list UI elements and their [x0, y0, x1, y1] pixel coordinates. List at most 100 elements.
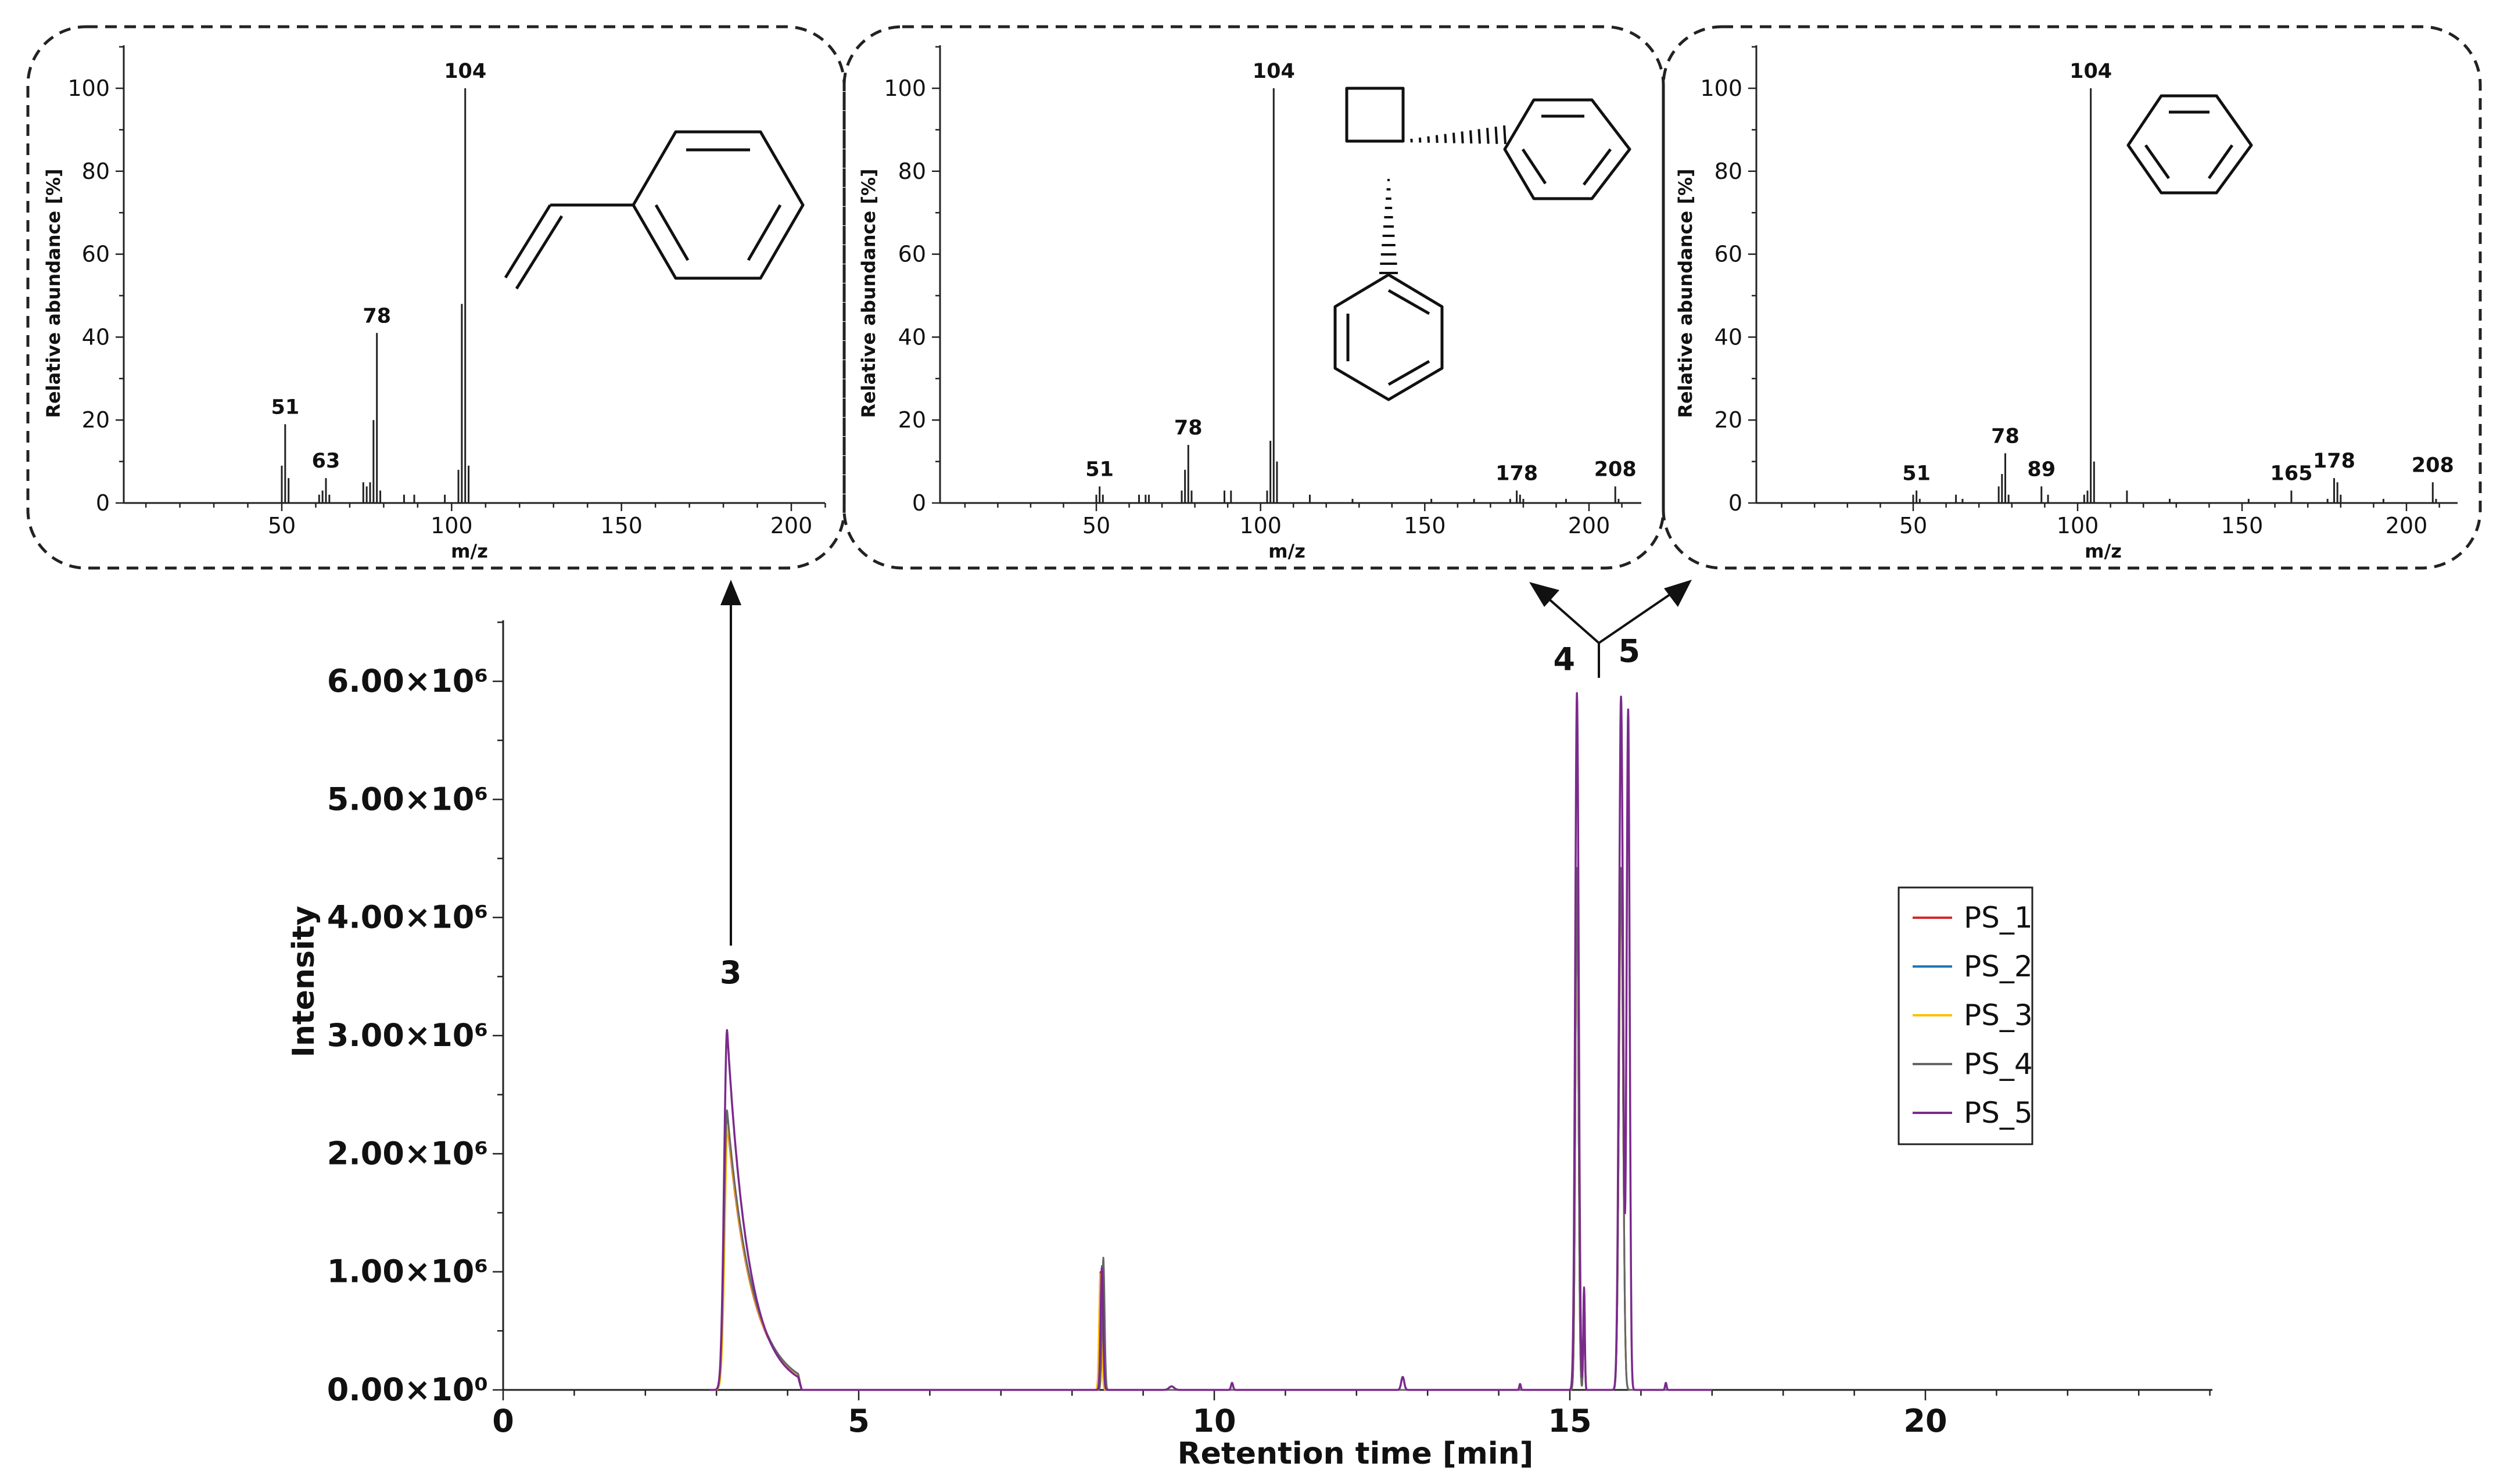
panel-3-frame — [1662, 25, 2482, 570]
ms-y-tick-label: 40 — [1715, 324, 1742, 350]
peak-number-5: 5 — [1618, 633, 1640, 669]
ms-y-tick-label: 100 — [1700, 76, 1742, 101]
ms-peak-label: 89 — [2027, 458, 2056, 481]
ms-x-tick-label: 200 — [1568, 513, 1611, 538]
ms-x-tick-label: 100 — [2057, 513, 2099, 538]
chromatogram: 0 5 10 15 20 0.00×10⁰ 1.00×10⁶ 2.00×10⁶ 3.00×10⁶… — [286, 620, 2212, 1471]
ms3-x-axis-label: m/z — [2085, 540, 2122, 562]
chrom-x-tick-label: 5 — [848, 1403, 870, 1439]
series-PS_3-line — [708, 874, 1713, 1391]
ms-peak-label: 104 — [444, 60, 486, 83]
hash-line — [1486, 128, 1490, 144]
series-PS_4-line — [708, 867, 1713, 1391]
arrow-peak-5 — [1598, 592, 1673, 644]
ms-y-tick-label: 40 — [82, 324, 110, 350]
ms-y-tick-label: 80 — [1715, 159, 1742, 184]
ms-x-tick-label: 200 — [770, 513, 813, 538]
chromatogram-plot-area: 0 5 10 15 20 0.00×10⁰ 1.00×10⁶ 2.00×10⁶ 3.00×10⁶… — [327, 620, 2212, 1439]
series-PS_1-line — [708, 871, 1713, 1391]
chromatogram-x-axis-label: Retention time [min] — [1178, 1436, 1534, 1471]
ms-y-tick-label: 0 — [96, 490, 110, 516]
annotation-arrows — [720, 580, 1692, 946]
ms-x-tick-label: 150 — [2221, 513, 2264, 538]
ms-peak-label: 104 — [1253, 60, 1295, 83]
chrom-y-tick-label: 2.00×10⁶ — [327, 1135, 488, 1172]
hash-line — [1418, 137, 1422, 143]
legend-label-PS_2: PS_2 — [1964, 950, 2033, 983]
ms-y-tick-label: 0 — [1728, 490, 1742, 516]
hash-line — [1427, 136, 1430, 143]
ms-x-tick-label: 100 — [431, 513, 473, 538]
mass-spectrum-panel-2: 50 100 150 200 0 20 40 60 80 100 51 78 104 178 208 m/z… — [842, 25, 1665, 570]
ms2-y-axis-label: Relative abundance [%] — [858, 168, 880, 418]
hash-line — [1503, 125, 1507, 145]
peak-number-3: 3 — [720, 954, 742, 991]
chrom-y-tick-label: 4.00×10⁶ — [327, 899, 488, 936]
ms-y-tick-label: 20 — [898, 407, 926, 433]
ms-peak-label: 208 — [1594, 458, 1637, 481]
ms2-plot-area: 50 100 150 200 0 20 40 60 80 100 51 78 104 178 208 — [884, 45, 1641, 538]
ms-peak-label: 51 — [1085, 458, 1114, 481]
chrom-y-tick-label: 3.00×10⁶ — [327, 1017, 488, 1054]
ms-x-tick-label: 100 — [1239, 513, 1282, 538]
ms-peak-label: 78 — [1991, 425, 2020, 448]
ms-x-tick-label: 50 — [1899, 513, 1927, 538]
ms-peak-label: 208 — [2412, 454, 2454, 477]
cis-diphenylcyclobutane-structure — [2126, 94, 2253, 195]
ms1-plot-area: 50 100 150 200 0 20 40 60 80 100 51 63 78 104 — [67, 45, 826, 538]
legend-label-PS_3: PS_3 — [1964, 998, 2033, 1032]
ms3-y-axis-label: Relative abundance [%] — [1674, 168, 1696, 418]
peak-number-4: 4 — [1553, 641, 1575, 677]
chrom-x-tick-label: 0 — [492, 1403, 514, 1439]
chrom-y-tick-label: 6.00×10⁶ — [327, 663, 488, 699]
ms-y-tick-label: 100 — [67, 76, 110, 101]
chrom-y-tick-label: 1.00×10⁶ — [327, 1253, 488, 1290]
arrowhead-peak-4 — [1529, 582, 1559, 607]
ms-peak-label: 78 — [363, 304, 391, 328]
chrom-x-tick-label: 20 — [1903, 1403, 1947, 1439]
chrom-x-tick-label: 10 — [1192, 1403, 1236, 1439]
ms1-y-axis-label: Relative abundance [%] — [42, 168, 64, 418]
chrom-y-tick-label: 0.00×10⁰ — [327, 1371, 488, 1408]
ms-x-tick-label: 50 — [1082, 513, 1110, 538]
legend-label-PS_4: PS_4 — [1964, 1047, 2033, 1081]
ms-peak-label: 51 — [1902, 462, 1931, 486]
ms-x-tick-label: 150 — [600, 513, 643, 538]
chrom-y-tick-label: 5.00×10⁶ — [327, 781, 488, 817]
ms-y-tick-label: 40 — [898, 324, 926, 350]
hash-line — [1469, 130, 1473, 144]
ms-peak-label: 178 — [1495, 462, 1538, 486]
ms-y-tick-label: 100 — [884, 76, 926, 101]
ms-x-tick-label: 150 — [1404, 513, 1446, 538]
ms-y-tick-label: 0 — [912, 490, 926, 516]
legend-label-PS_1: PS_1 — [1964, 901, 2033, 935]
ms-peak-label: 63 — [312, 450, 340, 473]
ms-y-tick-label: 60 — [82, 242, 110, 267]
ms-peak-label: 104 — [2069, 60, 2112, 83]
ms-y-tick-label: 60 — [898, 242, 926, 267]
panel-2-frame — [842, 25, 1665, 570]
hash-line — [1444, 134, 1447, 143]
arrowhead-peak-5 — [1664, 580, 1692, 607]
ms-y-tick-label: 20 — [82, 407, 110, 433]
chromatogram-y-axis-label: Intensity — [286, 906, 321, 1057]
ms-peak-label: 51 — [271, 396, 299, 419]
ms-y-tick-label: 80 — [82, 159, 110, 184]
series-PS_5-line — [708, 692, 1713, 1391]
series-PS_2-line — [708, 869, 1713, 1391]
ms-x-tick-label: 200 — [2386, 513, 2428, 538]
hash-line — [1477, 129, 1482, 144]
ms-peak-label: 178 — [2313, 450, 2355, 473]
trans-diphenylcyclobutane-structure — [1333, 87, 1631, 401]
legend-label-PS_5: PS_5 — [1964, 1096, 2033, 1130]
arrowhead-peak-3 — [720, 580, 741, 605]
ms-y-tick-label: 60 — [1715, 242, 1742, 267]
arrow-peak-4 — [1544, 595, 1600, 644]
panel-1-frame — [26, 25, 846, 570]
hashed-wedge-bonds — [1379, 125, 1507, 274]
styrene-structure — [504, 130, 805, 290]
mass-spectrum-panel-1: 50 100 150 200 0 20 40 60 80 100 51 63 78 104 m/z Rel… — [26, 25, 846, 570]
